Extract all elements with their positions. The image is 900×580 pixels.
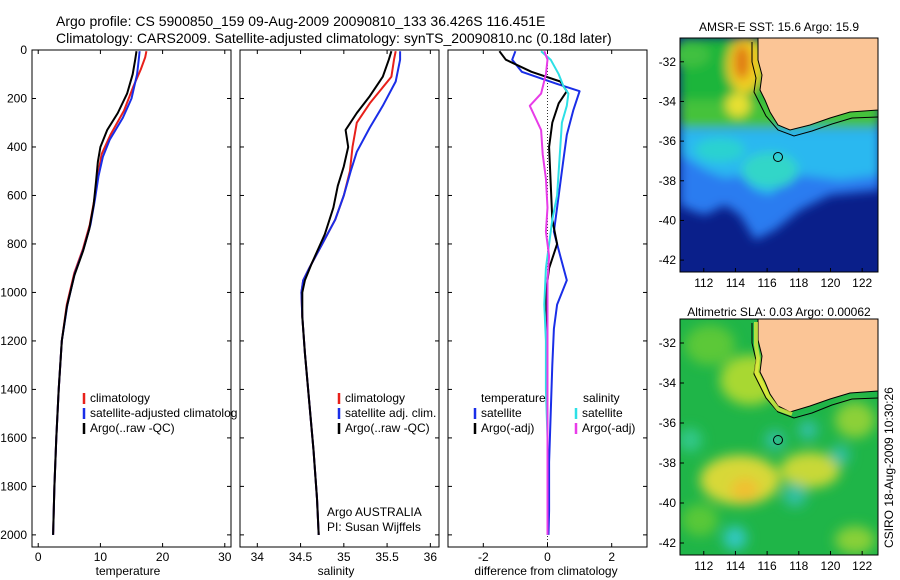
map-xtick-label: 114 — [726, 559, 745, 573]
header-line-2: Climatology: CARS2009. Satellite-adjuste… — [56, 30, 612, 46]
climatology-legend-label: climatology — [345, 391, 405, 405]
ytick-label: 1000 — [0, 285, 27, 299]
credit-label: CSIRO 18-Aug-2009 10:30:26 — [882, 387, 896, 548]
temp-argo-legend-label: Argo(-adj) — [481, 421, 534, 435]
ytick-label: 0 — [20, 43, 27, 57]
map-xtick-label: 120 — [820, 559, 840, 573]
map-xtick-label: 112 — [694, 559, 713, 573]
sla-map-panel: Altimetric SLA: 0.03 Argo: 0.00062 — [659, 305, 879, 573]
xtick-label: -2 — [478, 550, 489, 564]
map-xtick-label: 118 — [789, 276, 808, 290]
sal-satellite-legend-label: satellite — [582, 406, 623, 420]
argo-legend-label: Argo(..raw -QC) — [90, 421, 175, 435]
sst-map-panel: AMSR-E SST: 15.6 Argo: 15.9 112 114 116 118… — [659, 20, 879, 290]
salinity-profile-panel: salinity Argo AUSTRALIA PI: Susan Wijffe… — [239, 49, 440, 578]
sla-float-marker — [773, 435, 783, 445]
xtick-label: 30 — [218, 550, 232, 564]
xtick-label: 34 — [251, 550, 265, 564]
xtick-label: 0 — [35, 550, 42, 564]
map-ytick-label: -38 — [659, 456, 677, 470]
ytick-label: 1200 — [0, 334, 27, 348]
sst-land-mask — [757, 38, 878, 131]
map-ytick-label: -40 — [659, 213, 677, 227]
map-ytick-label: -38 — [659, 174, 677, 188]
climatology-legend-label: climatology — [90, 391, 150, 405]
map-ytick-label: -32 — [659, 336, 677, 350]
map-xtick-label: 114 — [726, 276, 745, 290]
sst-heatmap — [680, 38, 878, 272]
map-ytick-label: -40 — [659, 496, 677, 510]
series-line-argo-raw-qc- — [52, 51, 138, 535]
series-line-argo-adj- — [498, 50, 568, 535]
map-ytick-label: -34 — [659, 94, 677, 108]
sst-map-frame — [679, 37, 879, 273]
map-ytick-label: -34 — [659, 376, 677, 390]
difference-profile-panel: difference from climatology -2 0 2 temperat… — [447, 49, 648, 578]
ytick-label: 400 — [7, 140, 27, 154]
xtick-label: 34.5 — [289, 550, 313, 564]
sst-map-title: AMSR-E SST: 15.6 Argo: 15.9 — [699, 20, 859, 34]
ytick-label: 1400 — [0, 382, 27, 396]
xtick-label: 35 — [337, 550, 351, 564]
series-line-satellite — [511, 50, 581, 535]
map-ytick-label: -42 — [659, 536, 677, 550]
header-line-1: Argo profile: CS 5900850_159 09-Aug-2009… — [56, 13, 545, 29]
salinity-axes-frame — [239, 49, 440, 548]
map-xtick-label: 116 — [758, 559, 777, 573]
sla-contour-line — [751, 323, 878, 419]
difference-xlabel: difference from climatology — [474, 564, 617, 578]
xtick-label: 2 — [608, 550, 615, 564]
map-xtick-label: 116 — [758, 276, 777, 290]
satellite-legend-label: satellite-adjusted climatolog — [90, 406, 237, 420]
sla-coastal-band — [753, 322, 793, 416]
sal-argo-legend-label: Argo(-adj) — [582, 421, 635, 435]
sst-contour-line — [751, 42, 878, 137]
map-xtick-label: 112 — [694, 276, 713, 290]
satellite-legend-label: satellite adj. clim. — [345, 406, 436, 420]
temperature-xlabel: temperature — [96, 564, 161, 578]
argo-legend-label: Argo(..raw -QC) — [345, 421, 430, 435]
temperature-legend-title: temperature — [481, 391, 546, 405]
ytick-label: 1800 — [0, 479, 27, 493]
map-ytick-label: -32 — [659, 55, 677, 69]
map-xtick-label: 122 — [852, 559, 872, 573]
argo-program-label: Argo AUSTRALIA — [327, 505, 422, 519]
sla-heatmap — [680, 319, 878, 555]
map-ytick-label: -36 — [659, 416, 677, 430]
xtick-label: 0 — [544, 550, 551, 564]
series-line-argo-raw-qc- — [301, 50, 393, 535]
xtick-label: 36 — [424, 550, 438, 564]
salinity-xlabel: salinity — [318, 564, 355, 578]
sla-map-title: Altimetric SLA: 0.03 Argo: 0.00062 — [687, 305, 871, 319]
series-line-satellite — [540, 50, 570, 535]
ytick-label: 200 — [7, 91, 27, 105]
temp-satellite-legend-label: satellite — [481, 406, 522, 420]
xtick-label: 35.5 — [375, 550, 399, 564]
ytick-label: 2000 — [0, 528, 27, 542]
xtick-label: 10 — [94, 550, 108, 564]
ytick-label: 1600 — [0, 431, 27, 445]
map-ytick-label: -42 — [659, 253, 677, 267]
pi-label: PI: Susan Wijffels — [327, 520, 421, 534]
map-xtick-label: 118 — [789, 559, 808, 573]
xtick-label: 20 — [156, 550, 170, 564]
ytick-label: 800 — [7, 237, 27, 251]
series-line-climatology — [52, 51, 148, 535]
sst-float-marker — [773, 152, 783, 162]
temperature-profile-panel: temperature 0 10 20 30 0 200 400 600 800 1000 1200… — [0, 43, 237, 578]
series-line-satellite-adjusted-climatology — [52, 51, 141, 535]
map-xtick-label: 122 — [852, 276, 872, 290]
series-line-argo-adj- — [528, 50, 551, 535]
ytick-label: 600 — [7, 188, 27, 202]
temperature-axes-frame — [31, 49, 232, 548]
sla-land-mask — [757, 319, 878, 413]
salinity-legend-title: salinity — [583, 391, 620, 405]
map-xtick-label: 120 — [820, 276, 840, 290]
sla-map-frame — [679, 318, 879, 556]
map-ytick-label: -36 — [659, 134, 677, 148]
